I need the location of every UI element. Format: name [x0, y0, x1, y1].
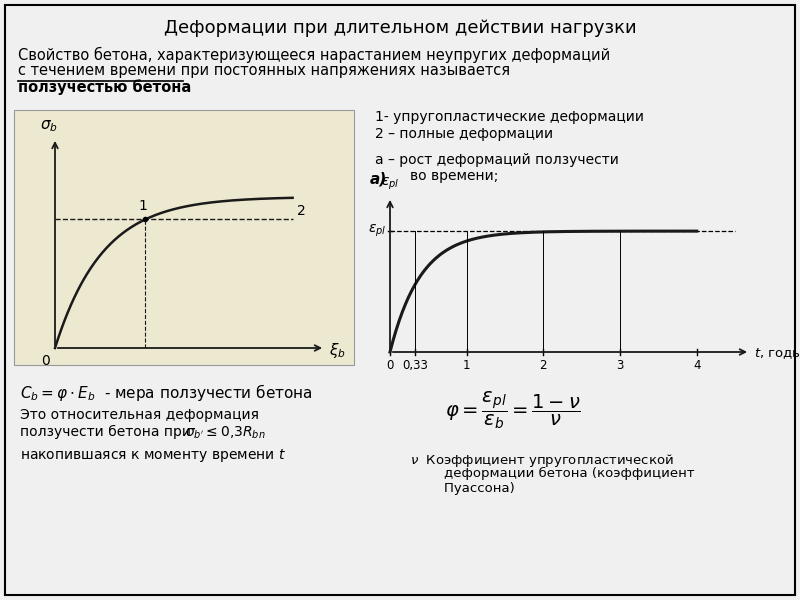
- FancyBboxPatch shape: [14, 110, 354, 365]
- Text: $\varepsilon_{pl}$: $\varepsilon_{pl}$: [381, 176, 399, 192]
- Text: во времени;: во времени;: [375, 169, 498, 183]
- Text: 0: 0: [41, 354, 50, 368]
- Text: а – рост деформаций ползучести: а – рост деформаций ползучести: [375, 153, 619, 167]
- Text: $\xi_b$: $\xi_b$: [329, 340, 346, 359]
- Text: 2 – полные деформации: 2 – полные деформации: [375, 127, 553, 141]
- Text: $\nu$  Коэффициент упругопластической: $\nu$ Коэффициент упругопластической: [410, 452, 674, 469]
- Text: $C_b = \varphi \cdot E_b$  - мера ползучести бетона: $C_b = \varphi \cdot E_b$ - мера ползуче…: [20, 382, 313, 403]
- Text: Пуассона): Пуассона): [410, 482, 514, 495]
- Text: 4: 4: [693, 359, 701, 372]
- Text: $\sigma_{b'} \leq 0{,}3R_{bn}$: $\sigma_{b'} \leq 0{,}3R_{bn}$: [185, 425, 266, 442]
- Text: ползучести бетона при: ползучести бетона при: [20, 425, 191, 439]
- Text: 2: 2: [539, 359, 547, 372]
- FancyBboxPatch shape: [5, 5, 795, 595]
- Text: ползучестью бетона: ползучестью бетона: [18, 79, 191, 95]
- Text: Это относительная деформация: Это относительная деформация: [20, 408, 259, 422]
- Text: $t$, годы: $t$, годы: [754, 347, 800, 361]
- Text: $\varepsilon_{pl}$: $\varepsilon_{pl}$: [368, 223, 386, 239]
- Text: 0: 0: [386, 359, 394, 372]
- Text: Свойство бетона, характеризующееся нарастанием неупругих деформаций: Свойство бетона, характеризующееся нарас…: [18, 47, 610, 63]
- Text: а): а): [370, 172, 387, 187]
- Text: $\varphi = \dfrac{\varepsilon_{pl}}{\varepsilon_b} = \dfrac{1-\nu}{\nu}$: $\varphi = \dfrac{\varepsilon_{pl}}{\var…: [445, 390, 581, 431]
- Text: с течением времени при постоянных напряжениях называется: с течением времени при постоянных напряж…: [18, 63, 510, 78]
- Text: деформации бетона (коэффициент: деформации бетона (коэффициент: [410, 467, 694, 480]
- Text: 2: 2: [297, 205, 306, 218]
- Text: 1- упругопластические деформации: 1- упругопластические деформации: [375, 110, 644, 124]
- Text: Деформации при длительном действии нагрузки: Деформации при длительном действии нагру…: [164, 19, 636, 37]
- Text: 0,33: 0,33: [402, 359, 428, 372]
- Text: 1: 1: [463, 359, 470, 372]
- Text: 1: 1: [139, 199, 148, 214]
- Text: $\sigma_b$: $\sigma_b$: [40, 118, 58, 134]
- Text: 3: 3: [616, 359, 624, 372]
- Text: накопившаяся к моменту времени $t$: накопившаяся к моменту времени $t$: [20, 447, 286, 464]
